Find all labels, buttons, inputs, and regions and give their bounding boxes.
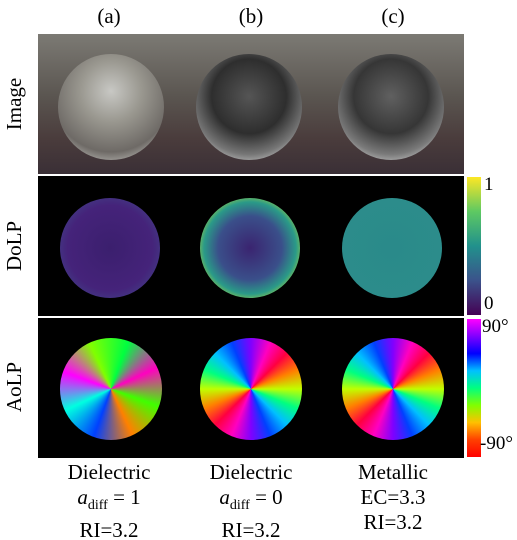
row-label: Image	[1, 34, 27, 174]
colorbar-label: 1	[484, 174, 494, 196]
colorbar-label: -90°	[480, 433, 513, 455]
caption: Metallic EC=3.3 RI=3.2	[322, 460, 464, 535]
image-cell	[180, 34, 322, 174]
sphere	[60, 338, 162, 440]
param-symbol: a	[77, 485, 88, 509]
aolp-cell	[322, 318, 464, 458]
material: Dielectric	[38, 460, 180, 485]
dolp-cell	[38, 176, 180, 316]
image-cell	[38, 34, 180, 174]
sphere	[200, 198, 300, 298]
image-cell	[322, 34, 464, 174]
aolp-cell	[180, 318, 322, 458]
column-label: (c)	[322, 4, 464, 29]
sphere	[58, 54, 164, 160]
sphere	[342, 198, 442, 298]
sphere	[196, 54, 302, 160]
parameter: adiff = 1	[38, 485, 180, 518]
colorbar-label: 90°	[482, 316, 509, 338]
ri: RI=3.2	[322, 510, 464, 535]
figure: (a) (b) (c) Image DoLP AoLP 1 0 90° -90°…	[0, 0, 517, 540]
caption: Dielectric adiff = 0 RI=3.2	[180, 460, 322, 540]
dolp-cell	[322, 176, 464, 316]
sphere	[338, 54, 444, 160]
colorbar-label: 0	[484, 293, 494, 315]
material: Dielectric	[180, 460, 322, 485]
parameter: adiff = 0	[180, 485, 322, 518]
param-value: = 0	[255, 485, 283, 509]
sphere	[200, 338, 302, 440]
row-label: DoLP	[1, 176, 27, 316]
ri: RI=3.2	[180, 518, 322, 540]
row-label: AoLP	[1, 317, 27, 457]
caption: Dielectric adiff = 1 RI=3.2	[38, 460, 180, 540]
param-symbol: a	[219, 485, 230, 509]
aolp-cell	[38, 318, 180, 458]
column-label: (a)	[38, 4, 180, 29]
param-value: = 1	[113, 485, 141, 509]
parameter: EC=3.3	[322, 485, 464, 510]
material: Metallic	[322, 460, 464, 485]
colorbar	[467, 319, 481, 457]
column-label: (b)	[180, 4, 322, 29]
colorbar	[467, 177, 481, 315]
param-sub: diff	[88, 498, 108, 513]
ri: RI=3.2	[38, 518, 180, 540]
sphere	[342, 338, 444, 440]
param-sub: diff	[230, 498, 250, 513]
sphere	[60, 198, 160, 298]
dolp-cell	[180, 176, 322, 316]
